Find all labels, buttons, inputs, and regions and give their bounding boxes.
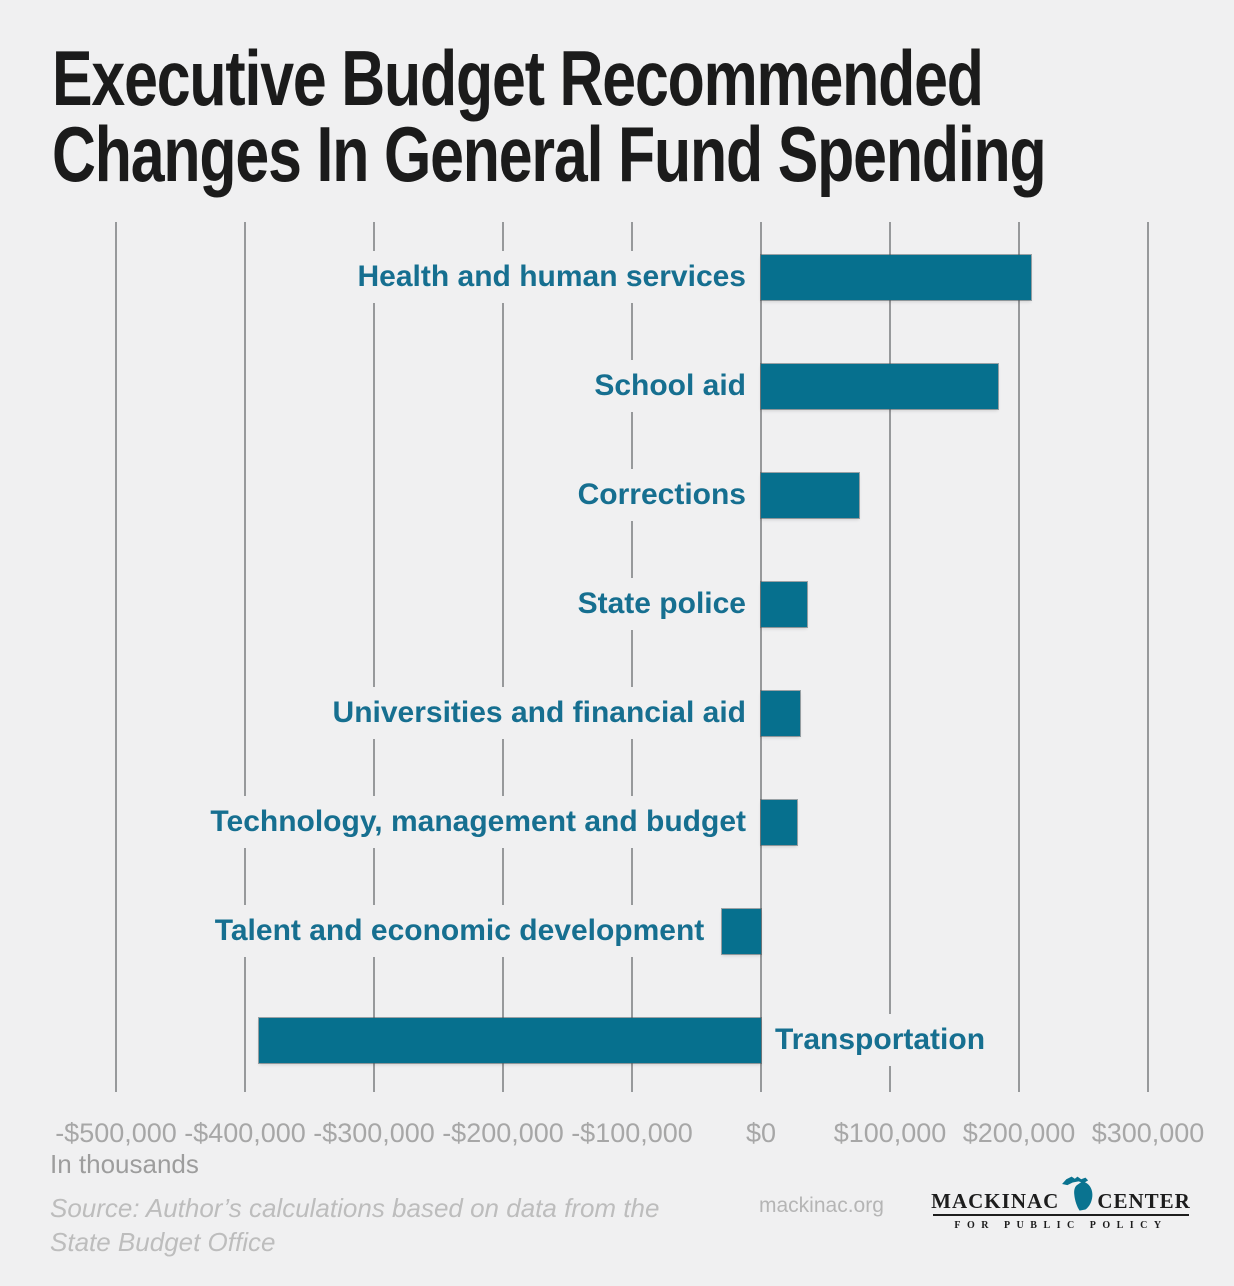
gridline--300000 — [373, 222, 375, 1092]
gridline--100000 — [631, 222, 633, 1092]
source-note-line-1: Source: Author’s calculations based on d… — [50, 1193, 660, 1223]
x-tick-label-300-000: -$300,000 — [313, 1118, 435, 1148]
x-tick-label-100-000: -$100,000 — [571, 1118, 693, 1148]
bar-school-aid — [761, 363, 999, 409]
gridline-0 — [760, 222, 762, 1092]
source-note-line-2: State Budget Office — [50, 1227, 276, 1257]
x-tick-label-100-000: $100,000 — [833, 1118, 947, 1148]
x-tick-label-200-000: -$200,000 — [442, 1118, 564, 1148]
bar-state-police — [761, 581, 808, 627]
bar-technology-management-and-budget — [761, 799, 798, 845]
logo-word-center: CENTER — [1097, 1189, 1191, 1213]
source-note: Source: Author’s calculations based on d… — [50, 1191, 659, 1259]
chart-title-line-1: Executive Budget Recommended — [52, 34, 984, 122]
category-label-school-aid: School aid — [584, 360, 756, 412]
category-label-health-and-human-services: Health and human services — [347, 251, 756, 303]
chart-title: Executive Budget Recommended Changes In … — [52, 34, 1047, 198]
category-label-state-police: State police — [567, 578, 756, 630]
category-label-transportation: Transportation — [765, 1014, 996, 1066]
gridline--200000 — [502, 222, 504, 1092]
bar-corrections — [761, 472, 860, 518]
logo-subtitle: FOR PUBLIC POLICY — [954, 1220, 1168, 1231]
chart-title-line-2: Changes In General Fund Spending — [52, 110, 1047, 198]
gridline--400000 — [244, 222, 246, 1092]
logo-wordmark: MACKINAC CENTER — [931, 1171, 1191, 1213]
x-tick-label-200-000: $200,000 — [962, 1118, 1076, 1148]
michigan-state-icon — [1061, 1171, 1095, 1213]
x-tick-label-0: $0 — [745, 1118, 777, 1148]
x-tick-label-400-000: -$400,000 — [184, 1118, 306, 1148]
gridline-100000 — [889, 222, 891, 1092]
bar-talent-and-economic-development — [722, 908, 761, 954]
category-label-talent-and-economic-development: Talent and economic development — [204, 905, 715, 957]
website-text: mackinac.org — [759, 1194, 884, 1217]
bar-health-and-human-services — [761, 254, 1031, 300]
x-tick-label-300-000: $300,000 — [1091, 1118, 1205, 1148]
logo-word-mackinac: MACKINAC — [931, 1189, 1060, 1213]
mackinac-center-logo: MACKINAC CENTER FOR PUBLIC POLICY — [931, 1171, 1191, 1231]
bar-transportation — [259, 1017, 761, 1063]
gridline-200000 — [1018, 222, 1020, 1092]
gridline-300000 — [1147, 222, 1149, 1092]
logo-divider-rule — [933, 1214, 1189, 1216]
axis-unit-note: In thousands — [50, 1149, 199, 1179]
category-label-corrections: Corrections — [567, 469, 756, 521]
category-label-technology-management-and-budget: Technology, management and budget — [200, 796, 756, 848]
x-tick-label-500-000: -$500,000 — [55, 1118, 177, 1148]
category-label-universities-and-financial-aid: Universities and financial aid — [322, 687, 756, 739]
bar-universities-and-financial-aid — [761, 690, 800, 736]
gridline--500000 — [115, 222, 117, 1092]
